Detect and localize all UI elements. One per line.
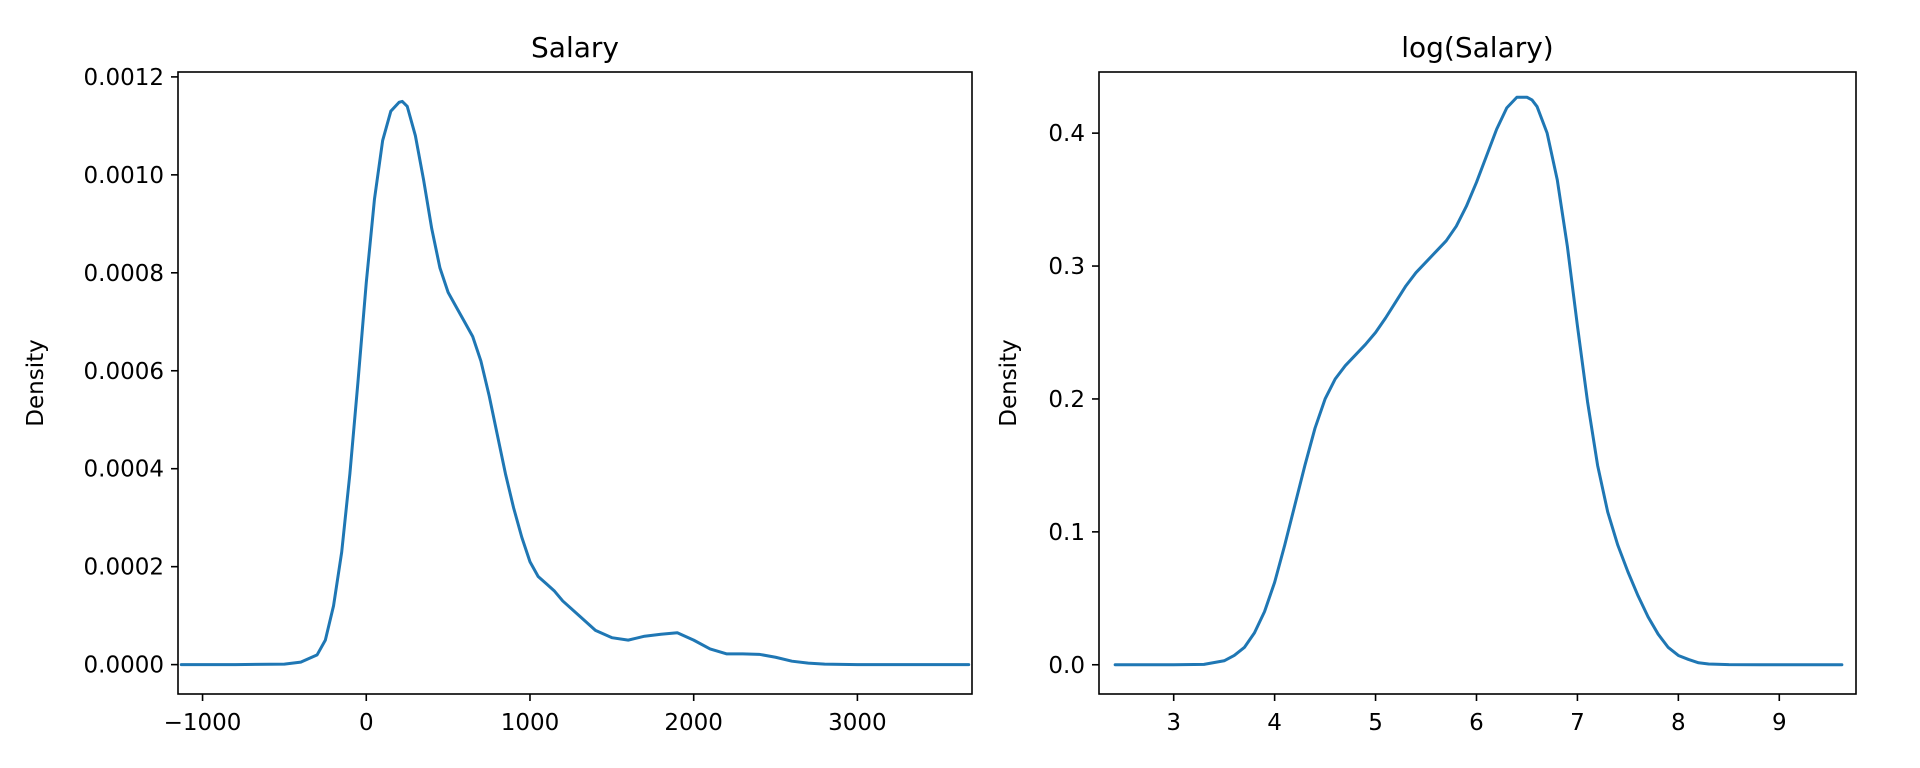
chart-title: log(Salary) bbox=[1401, 31, 1553, 64]
x-tick-label: 1000 bbox=[501, 710, 560, 736]
y-tick-label: 0.3 bbox=[1048, 254, 1085, 280]
chart-title: Salary bbox=[531, 31, 619, 64]
y-tick-label: 0.0002 bbox=[84, 555, 164, 581]
x-tick-label: 0 bbox=[359, 710, 374, 736]
density-line bbox=[179, 99, 971, 667]
chart-panel-1: Salary Density −1000 0 1000 2000 3000 0.0000 0.0… bbox=[23, 31, 973, 736]
y-tick-label: 0.0012 bbox=[84, 65, 164, 91]
density-line bbox=[1113, 95, 1844, 667]
y-tick-label: 0.0010 bbox=[84, 163, 164, 189]
y-tick-label: 0.0004 bbox=[84, 457, 164, 483]
x-tick-label: 6 bbox=[1469, 710, 1484, 736]
y-tick-label: 0.0006 bbox=[84, 359, 164, 385]
y-tick-label: 0.0008 bbox=[84, 261, 164, 287]
plot-frame bbox=[177, 71, 973, 695]
x-tick-label: 4 bbox=[1267, 710, 1282, 736]
x-tick-label: 2000 bbox=[664, 710, 723, 736]
chart-panel-2: log(Salary) Density 3 4 5 6 7 8 9 0.0 0.1 0.2 0.3 0.4 bbox=[996, 31, 1857, 736]
y-axis-label: Density bbox=[996, 339, 1022, 426]
x-tick-label: 3 bbox=[1166, 710, 1181, 736]
x-tick-label: 5 bbox=[1368, 710, 1383, 736]
y-tick-label: 0.4 bbox=[1048, 121, 1085, 147]
y-axis-label: Density bbox=[23, 339, 49, 426]
x-tick-label: 7 bbox=[1570, 710, 1585, 736]
y-tick-label: 0.1 bbox=[1048, 520, 1085, 546]
x-tick-label: 3000 bbox=[828, 710, 887, 736]
y-tick-label: 0.0 bbox=[1048, 653, 1085, 679]
x-tick-label: 8 bbox=[1671, 710, 1686, 736]
x-tick-label: 9 bbox=[1772, 710, 1787, 736]
plot-frame bbox=[1098, 71, 1857, 695]
y-tick-label: 0.2 bbox=[1048, 387, 1085, 413]
y-tick-label: 0.0000 bbox=[84, 653, 164, 679]
x-tick-label: −1000 bbox=[164, 710, 242, 736]
